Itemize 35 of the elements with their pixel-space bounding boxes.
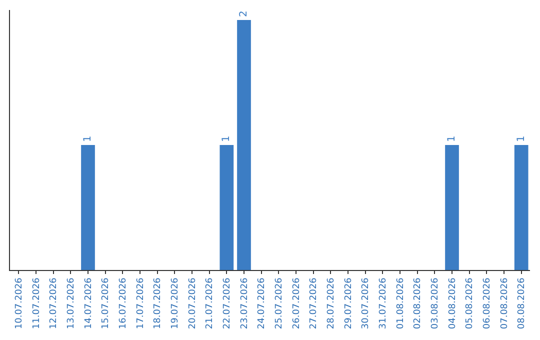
x-tick-label: 14.07.2026 (84, 277, 94, 330)
x-tick-label: 24.07.2026 (257, 277, 268, 330)
x-tick-label: 10.07.2026 (14, 277, 25, 330)
x-tick-label: 31.07.2026 (378, 277, 389, 330)
x-tick-label: 12.07.2026 (49, 277, 60, 330)
x-tick-label: 13.07.2026 (66, 277, 77, 330)
x-tick-label: 02.08.2026 (413, 277, 424, 330)
x-tick-label: 20.07.2026 (188, 277, 198, 330)
x-tick-label: 17.07.2026 (136, 277, 146, 330)
x-tick-label: 01.08.2026 (396, 277, 406, 330)
x-tick-label: 18.07.2026 (153, 277, 164, 330)
x-tick-label: 30.07.2026 (361, 277, 372, 330)
data-label: 1 (446, 136, 458, 142)
x-tick-label: 19.07.2026 (170, 277, 181, 330)
x-tick-label: 07.08.2026 (500, 277, 510, 330)
x-tick-label: 28.07.2026 (326, 277, 337, 330)
data-label: 1 (82, 136, 94, 142)
x-tick-label: 03.08.2026 (430, 277, 441, 330)
x-tick-label: 04.08.2026 (448, 277, 458, 330)
x-tick-label: 27.07.2026 (309, 277, 320, 330)
x-tick-label: 08.08.2026 (517, 277, 528, 330)
x-tick-label: 22.07.2026 (222, 277, 233, 330)
x-tick-label: 16.07.2026 (118, 277, 129, 330)
data-label: 1 (221, 136, 232, 142)
x-tick-label: 29.07.2026 (344, 277, 354, 330)
x-tick-label: 11.07.2026 (32, 277, 42, 330)
data-label: 2 (238, 10, 250, 17)
x-tick-label: 23.07.2026 (240, 277, 250, 330)
data-label: 1 (516, 136, 527, 142)
x-tick-label: 25.07.2026 (274, 277, 285, 330)
x-tick-label: 06.08.2026 (482, 277, 493, 330)
x-tick-label: 21.07.2026 (205, 277, 216, 330)
x-tick-label: 26.07.2026 (292, 277, 302, 330)
x-tick-label: 05.08.2026 (465, 277, 476, 330)
x-tick-label: 15.07.2026 (101, 277, 112, 330)
